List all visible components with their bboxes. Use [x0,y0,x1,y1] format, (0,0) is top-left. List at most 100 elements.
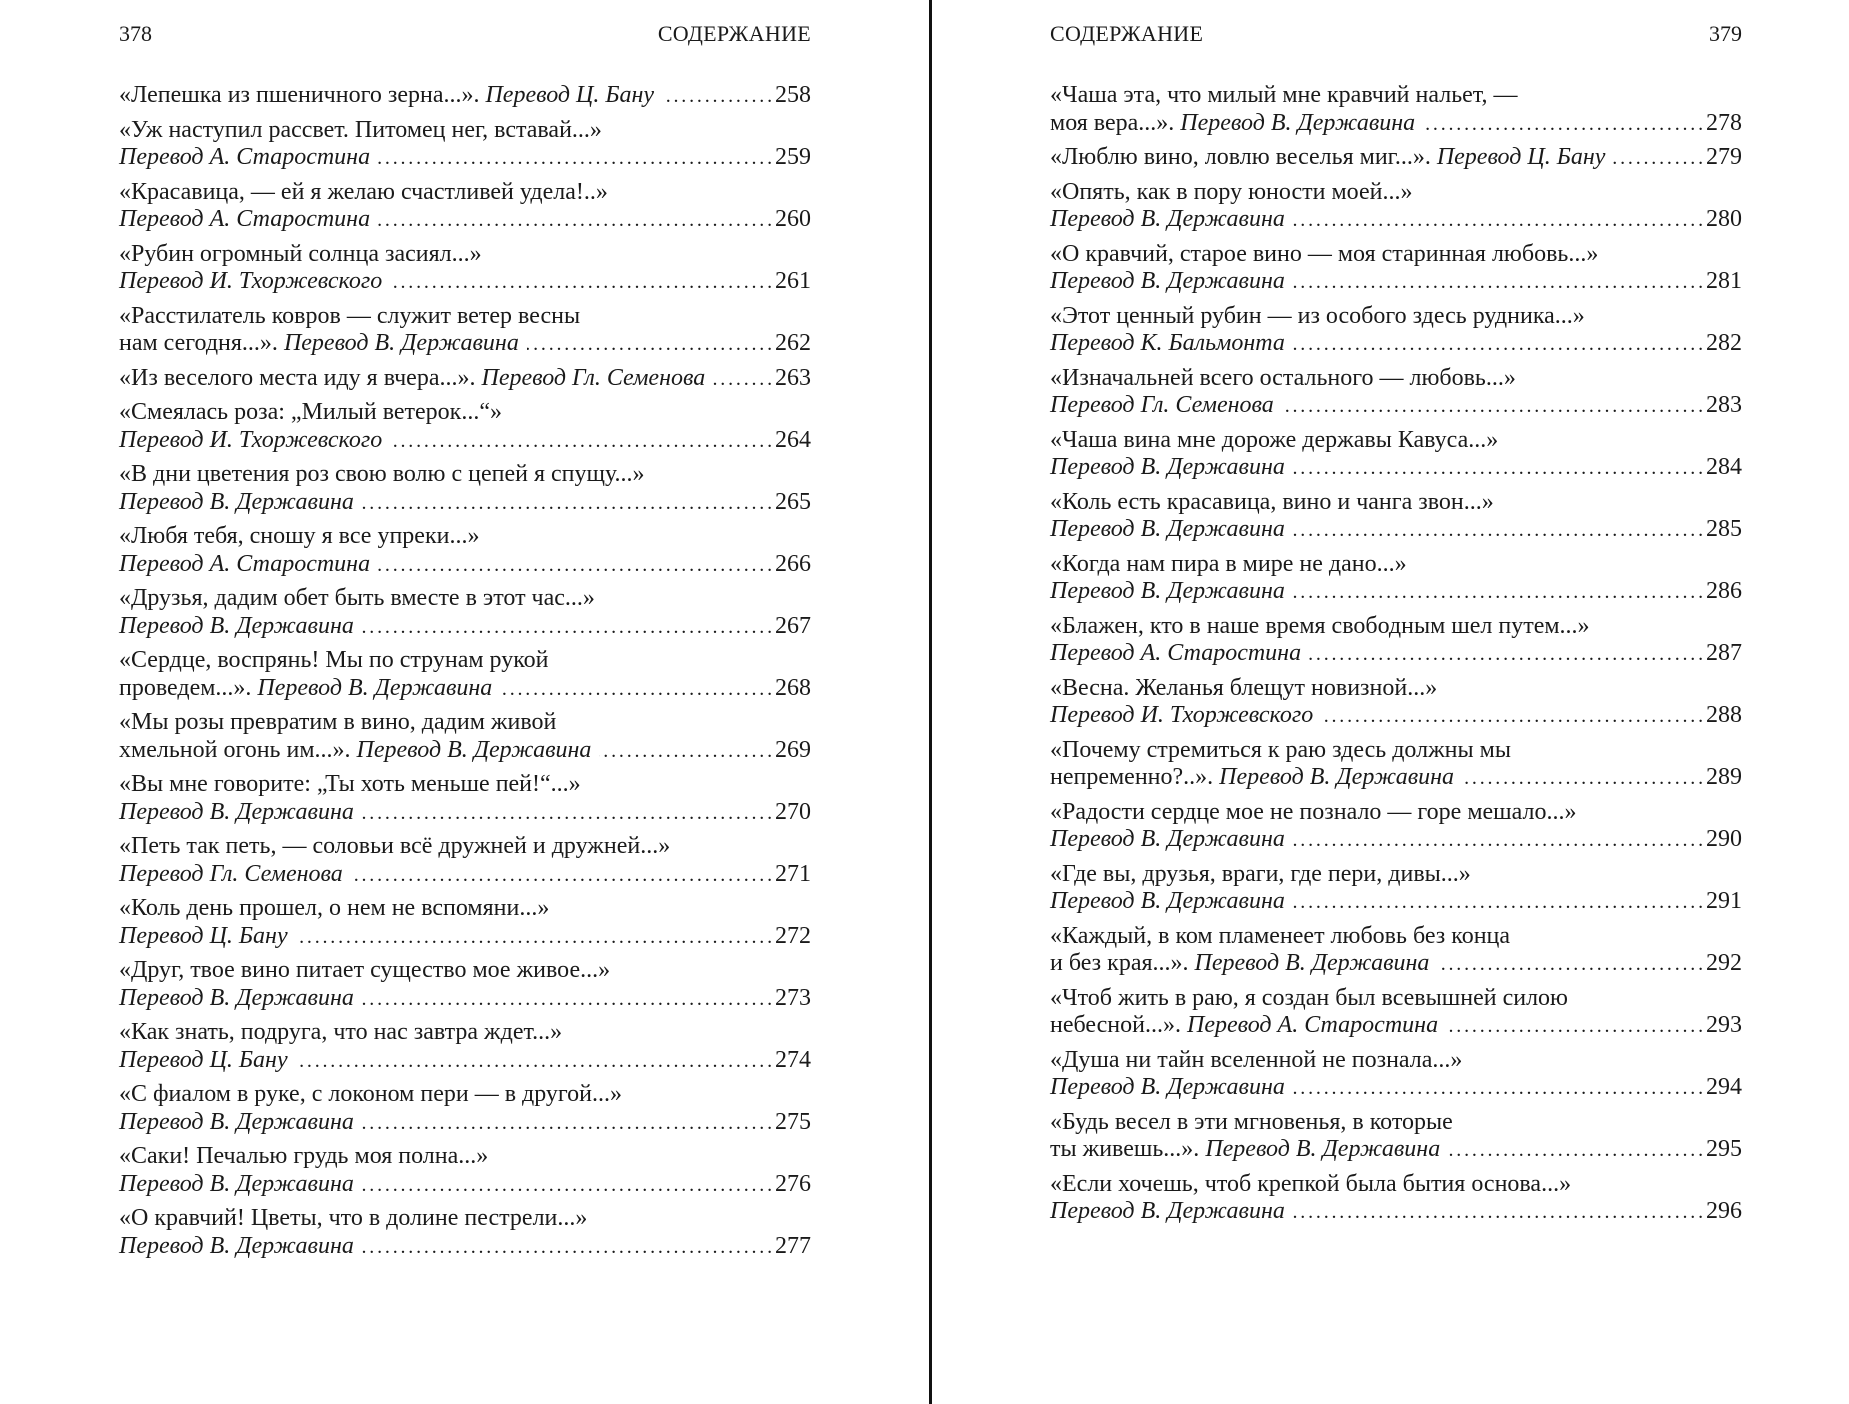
toc-entry: «Сердце, воспрянь! Мы по струнам рукой пр… [119,647,811,703]
page-reference: 289 [1706,764,1742,790]
entry-title-line: «Как знать, подруга, что нас завтра ждет… [119,1019,563,1045]
translator-credit: Перевод Гл. Семенова [481,364,706,391]
page-reference: 258 [775,82,811,108]
entry-last-line: Перевод А. Старостина 266 [119,551,811,580]
entry-title-line: «Где вы, друзья, враги, где пери, дивы..… [1050,860,1471,887]
dot-leader [1309,641,1702,669]
translator-credit: Перевод Ц. Бану [1436,144,1606,170]
translator-credit: Перевод В. Державина [1050,1074,1285,1100]
entry-last-line: хмельной огонь им...». Перевод В. Держав… [119,737,811,766]
entry-title-text: непременно?..». [1050,764,1220,790]
dot-leader [362,614,771,642]
entry-last-line: ты живешь...». Перевод В. Державина 295 [1050,1136,1742,1165]
entry-title-line: «Рубин огромный солнца засиял...» [119,240,482,267]
entry-last-line: Перевод В. Державина 273 [119,985,811,1014]
dot-leader [1462,765,1702,793]
toc-entry: «Друзья, дадим обет быть вместе в этот ч… [119,585,811,641]
page-reference: 271 [775,860,811,887]
toc-entry: «Радости сердце мое не познало — горе ме… [1050,799,1742,855]
page-reference: 277 [775,1232,811,1259]
entry-title-text: «Люблю вино, ловлю веселья миг...». [1050,144,1437,170]
translator-credit: Перевод В. Державина [119,1170,354,1197]
entry-title-line: «Почему стремиться к раю здесь должны мы [1050,736,1511,763]
dot-leader [378,552,771,580]
entry-title-line: «Радости сердце мое не познало — горе ме… [1050,798,1577,825]
page-reference: 267 [775,612,811,639]
running-header: 378 СОДЕРЖАНИЕ [119,20,811,48]
page-reference: 263 [775,364,811,391]
page-reference: 279 [1706,144,1742,170]
dot-leader [713,366,771,394]
toc-entry: «Почему стремиться к раю здесь должны мы… [1050,737,1742,793]
translator-credit: Перевод И. Тхоржевского [119,426,383,453]
entry-last-line: Перевод В. Державина 270 [119,799,811,828]
translator-credit: Перевод В. Державина [1050,826,1285,852]
translator-credit: Перевод В. Державина [1180,109,1416,136]
dot-leader [1423,111,1702,139]
translator-credit: Перевод В. Державина [119,612,354,639]
entry-last-line: и без края...». Перевод В. Державина 292 [1050,950,1742,979]
entry-title-text: небесной...». [1050,1012,1187,1038]
dot-leader [351,862,771,890]
page-reference: 295 [1706,1136,1742,1162]
toc-entry: «Где вы, друзья, враги, где пери, дивы..… [1050,861,1742,917]
toc-entry: «Рубин огромный солнца засиял...» Перевод… [119,241,811,297]
dot-leader [1293,517,1702,545]
page-reference: 276 [775,1170,811,1197]
running-head-title: СОДЕРЖАНИЕ [1050,21,1204,46]
translator-credit: Перевод Ц. Бану [485,82,655,108]
dot-leader [662,83,771,111]
dot-leader [1437,951,1702,979]
entry-title-line: «Каждый, в ком пламенеет любовь без конц… [1050,922,1511,949]
entry-title-text: хмельной огонь им...». [119,736,357,763]
entry-last-line: моя вера...». Перевод В. Державина 278 [1050,110,1742,139]
page-gutter-divider [929,0,932,1404]
translator-credit: Перевод А. Старостина [119,206,371,232]
translator-credit: Перевод В. Державина [1050,1198,1285,1224]
page-reference: 284 [1706,454,1742,480]
page-reference: 273 [775,984,811,1011]
entry-last-line: Перевод В. Державина 294 [1050,1074,1742,1103]
toc-entry: «Блажен, кто в наше время свободным шел … [1050,613,1742,669]
entry-title-line: «Вы мне говорите: „Ты хоть меньше пей!“.… [119,771,581,797]
translator-credit: Перевод А. Старостина [1050,640,1302,666]
page-reference: 259 [775,144,811,170]
toc-entry: «С фиалом в руке, с локоном пери — в дру… [119,1081,811,1137]
page-number: 379 [1709,21,1742,46]
entry-last-line: Перевод В. Державина 296 [1050,1198,1742,1227]
page-reference: 294 [1706,1074,1742,1100]
toc-entry: «О кравчий, старое вино — моя старинная … [1050,241,1742,297]
dot-leader [1293,579,1702,607]
translator-credit: Перевод В. Державина [356,736,592,763]
entry-last-line: «Из веселого места иду я вчера...». Пере… [119,365,811,394]
entry-title-line: «Коль есть красавица, вино и чанга звон.… [1050,488,1494,515]
translator-credit: Перевод Ц. Бану [119,922,288,949]
toc-entry: «Чтоб жить в раю, я создан был всевышней… [1050,985,1742,1041]
entry-title-line: «Мы розы превратим в вино, дадим живой [119,709,557,735]
dot-leader [1448,1137,1702,1165]
entry-last-line: Перевод К. Бальмонта 282 [1050,330,1742,359]
entry-title-line: «Когда нам пира в мире не дано...» [1050,550,1407,577]
page-reference: 290 [1706,826,1742,852]
entry-title-line: «Будь весел в эти мгновенья, в которые [1050,1108,1453,1135]
translator-credit: Перевод В. Державина [1050,268,1285,294]
translator-credit: Перевод В. Державина [257,674,493,701]
dot-leader [1293,331,1702,359]
toc-entry: «Когда нам пира в мире не дано...» Перево… [1050,551,1742,607]
translator-credit: Перевод В. Державина [119,1108,354,1135]
page-reference: 288 [1706,702,1742,728]
page-reference: 275 [775,1108,811,1135]
dot-leader [362,1110,771,1138]
entry-title-line: «Саки! Печалью грудь моя полна...» [119,1143,489,1169]
entry-title-line: «Чтоб жить в раю, я создан был всевышней… [1050,984,1568,1011]
page-reference: 280 [1706,206,1742,232]
entry-last-line: «Люблю вино, ловлю веселья миг...». Пере… [1050,144,1742,173]
dot-leader [1293,269,1702,297]
entry-title-line: «Расстилатель ковров — служит ветер весн… [119,302,581,329]
entry-last-line: Перевод В. Державина 280 [1050,206,1742,235]
page-reference: 283 [1706,392,1742,418]
page-reference: 287 [1706,640,1742,666]
dot-leader [1293,827,1702,855]
toc-entry: «Саки! Печалью грудь моя полна...» Перево… [119,1143,811,1199]
page-reference: 262 [775,330,811,356]
